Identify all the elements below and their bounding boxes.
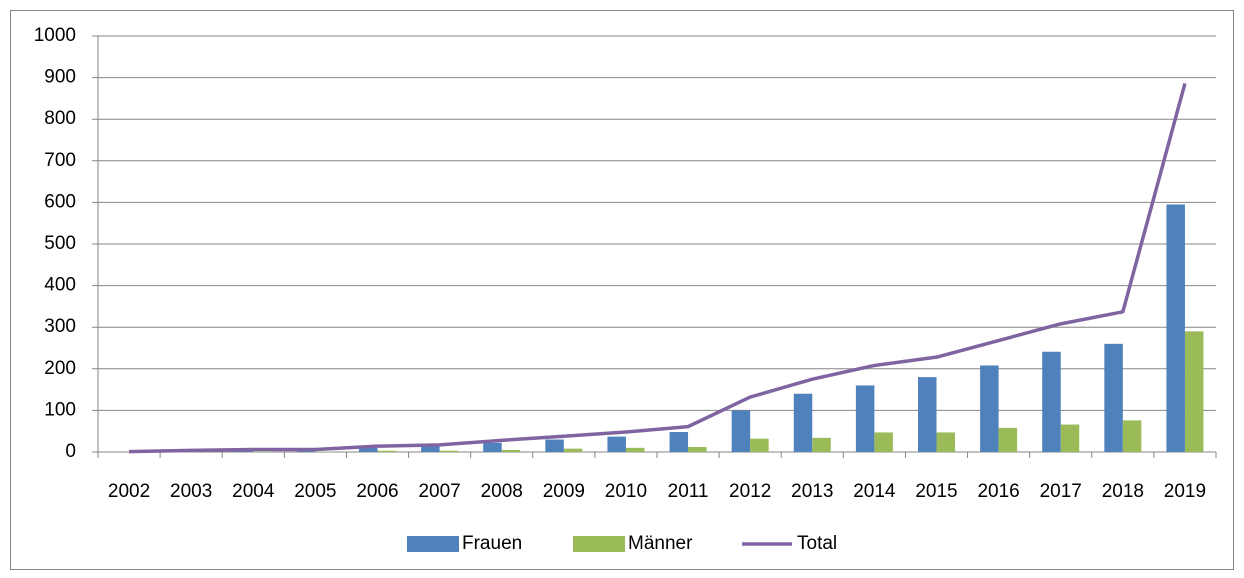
bar xyxy=(501,449,521,452)
x-tick-label: 2014 xyxy=(853,481,896,502)
legend-swatch xyxy=(573,536,625,552)
y-tick-label: 0 xyxy=(65,441,76,462)
bar xyxy=(1042,351,1061,452)
bar xyxy=(607,436,626,452)
x-tick-label: 2002 xyxy=(108,481,150,502)
x-tick-label: 2012 xyxy=(729,481,771,502)
x-tick-label: 2019 xyxy=(1164,481,1206,502)
bar xyxy=(688,447,707,452)
x-tick-label: 2010 xyxy=(605,481,647,502)
bar xyxy=(1060,424,1080,452)
y-tick-label: 800 xyxy=(44,108,76,129)
x-tick-label: 2017 xyxy=(1040,481,1082,502)
y-tick-label: 700 xyxy=(44,150,76,171)
y-tick-label: 100 xyxy=(44,399,76,420)
bar xyxy=(1184,331,1204,452)
chart-border xyxy=(10,10,1234,570)
y-tick-label: 300 xyxy=(44,316,76,337)
bar xyxy=(812,437,831,452)
y-tick-label: 900 xyxy=(44,67,76,88)
x-tick-label: 2007 xyxy=(418,481,460,502)
bar xyxy=(563,448,583,452)
bar xyxy=(980,365,999,452)
x-tick-label: 2016 xyxy=(977,481,1019,502)
bar xyxy=(855,385,875,452)
x-tick-label: 2004 xyxy=(232,481,275,502)
bar xyxy=(439,450,459,452)
y-tick-label: 400 xyxy=(44,275,76,296)
line-series xyxy=(129,82,1187,454)
bar xyxy=(669,432,689,452)
bar xyxy=(1166,204,1185,452)
legend-label: Frauen xyxy=(462,533,522,554)
bar xyxy=(359,447,378,452)
bar xyxy=(793,393,813,452)
x-tick-label: 2009 xyxy=(543,481,585,502)
bar xyxy=(750,438,769,452)
bar xyxy=(625,447,645,452)
legend-label: Total xyxy=(797,533,837,554)
y-tick-label: 1000 xyxy=(34,25,76,46)
bar xyxy=(731,410,751,452)
bar xyxy=(918,377,937,452)
bar xyxy=(998,427,1018,452)
x-tick-label: 2008 xyxy=(481,481,523,502)
bar xyxy=(874,432,893,452)
bar xyxy=(545,439,564,452)
x-tick-label: 2005 xyxy=(294,481,336,502)
bar xyxy=(421,446,440,452)
x-tick-label: 2013 xyxy=(791,481,833,502)
bar xyxy=(296,450,316,452)
y-tick-label: 600 xyxy=(44,191,76,212)
y-tick-label: 500 xyxy=(44,233,76,254)
x-tick-label: 2003 xyxy=(170,481,212,502)
bar xyxy=(483,442,502,452)
x-tick-label: 2006 xyxy=(356,481,398,502)
bar xyxy=(1122,420,1142,452)
bar xyxy=(936,432,955,452)
legend-swatch xyxy=(407,536,459,552)
x-tick-label: 2015 xyxy=(915,481,957,502)
bar xyxy=(1104,343,1123,452)
bar xyxy=(377,450,396,452)
legend-label: Männer xyxy=(628,533,693,554)
x-tick-label: 2018 xyxy=(1102,481,1144,502)
y-tick-label: 200 xyxy=(44,358,76,379)
x-tick-label: 2011 xyxy=(668,481,709,502)
